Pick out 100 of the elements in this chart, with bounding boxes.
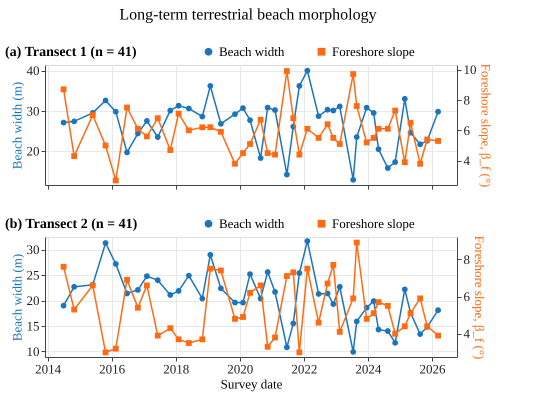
y2-tick-label: 8 <box>464 92 470 108</box>
point <box>435 108 442 115</box>
point <box>304 266 310 272</box>
point <box>186 340 192 346</box>
point <box>60 120 66 126</box>
point <box>376 326 382 332</box>
point <box>124 104 130 110</box>
point <box>336 104 343 110</box>
point <box>272 107 278 114</box>
point <box>167 325 174 332</box>
point <box>112 108 119 115</box>
legend-label: Beach width <box>219 44 285 59</box>
y2-axis-title: Foreshore slope, β_f (°) <box>472 236 487 360</box>
point <box>417 141 424 148</box>
point <box>124 149 130 156</box>
y2-tick-label: 4 <box>464 326 470 342</box>
point <box>290 320 296 326</box>
point <box>364 316 370 322</box>
x-tick-label: 2026 <box>420 362 446 376</box>
point <box>290 115 296 122</box>
point <box>240 150 246 156</box>
point <box>102 240 108 246</box>
point <box>316 320 322 326</box>
point <box>324 280 330 286</box>
point <box>296 152 302 158</box>
point <box>207 83 214 89</box>
x-tick-label: 2018 <box>163 362 190 376</box>
point <box>134 126 141 132</box>
y-tick-label: 30 <box>26 242 40 258</box>
point <box>167 108 174 114</box>
point <box>354 103 360 109</box>
point <box>354 240 360 246</box>
point <box>71 118 78 124</box>
point <box>364 104 370 111</box>
point <box>316 113 322 120</box>
point <box>384 165 391 171</box>
point <box>336 328 343 335</box>
point <box>144 273 150 280</box>
point <box>199 114 206 120</box>
point <box>154 332 161 339</box>
point <box>60 302 66 309</box>
point <box>296 83 302 89</box>
point <box>71 306 78 312</box>
point <box>364 140 370 146</box>
point <box>435 138 442 144</box>
point <box>60 86 66 92</box>
point <box>167 147 174 153</box>
point <box>186 127 192 134</box>
point <box>240 314 246 320</box>
point <box>392 108 398 114</box>
point <box>144 282 150 288</box>
x-tick-label: 2024 <box>355 362 382 376</box>
point <box>218 128 224 135</box>
y-tick-label: 30 <box>26 103 40 118</box>
y2-tick-label: 8 <box>464 252 470 267</box>
point <box>272 152 278 158</box>
y-axis-title: Beach width (m) <box>10 82 24 170</box>
point <box>232 300 238 306</box>
y2-tick-label: 10 <box>464 62 476 78</box>
point <box>186 106 192 112</box>
point <box>264 344 271 350</box>
y2-axis-title: Foreshore slope, β_f (°) <box>478 64 494 188</box>
chart-title: (b) Transect 2 (n = 41) <box>5 217 138 232</box>
point <box>417 160 424 167</box>
point <box>272 334 278 340</box>
point <box>199 296 206 302</box>
point <box>186 272 192 279</box>
point <box>435 332 442 339</box>
point <box>112 261 119 267</box>
point <box>384 328 391 334</box>
x-axis-title: Survey date <box>220 376 283 392</box>
point <box>247 290 253 296</box>
point <box>258 282 264 288</box>
point <box>232 160 238 167</box>
point <box>330 301 336 308</box>
x-tick-label: 2020 <box>227 362 254 376</box>
point <box>247 117 253 124</box>
x-tick-label: 2022 <box>291 362 318 376</box>
point <box>350 295 356 302</box>
point <box>284 273 290 279</box>
point <box>124 276 130 283</box>
x-tick-label: 2016 <box>99 362 126 376</box>
point <box>154 115 161 122</box>
point <box>284 344 290 350</box>
point <box>134 304 141 311</box>
y-tick-label: 10 <box>26 344 40 359</box>
point <box>392 159 398 165</box>
point <box>134 286 141 293</box>
point <box>71 153 78 160</box>
point <box>112 178 119 184</box>
point <box>376 146 382 152</box>
y-tick-label: 40 <box>26 63 40 78</box>
point <box>247 141 253 147</box>
point <box>330 262 336 268</box>
point <box>417 295 424 302</box>
point <box>384 302 391 309</box>
point <box>258 155 264 161</box>
y-tick-label: 20 <box>26 144 40 159</box>
point <box>60 264 66 270</box>
point <box>376 299 382 306</box>
